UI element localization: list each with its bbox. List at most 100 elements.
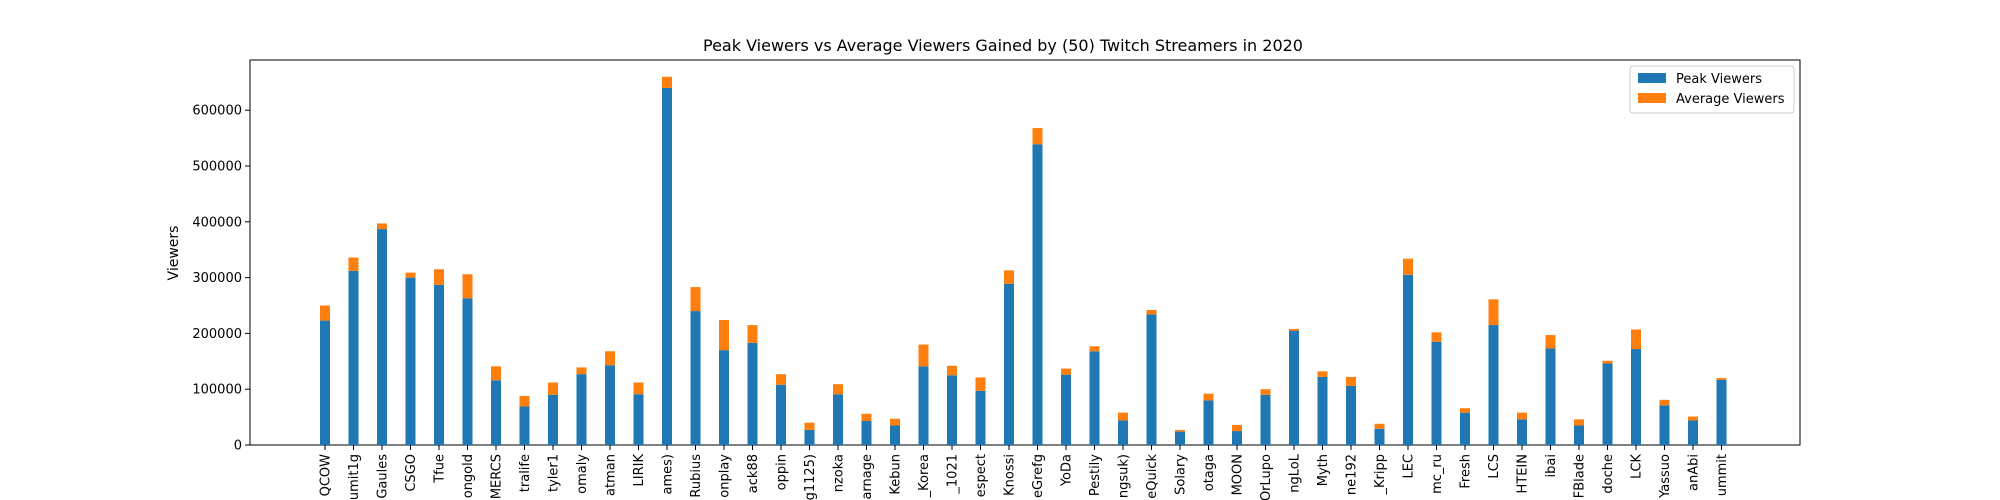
bar-peak-viewers: [1175, 431, 1185, 445]
bar-average-viewers: [1574, 419, 1584, 426]
x-tick-label: arnage: [860, 454, 875, 500]
legend: Peak Viewers Average Viewers: [1629, 65, 1795, 114]
bars-group: [320, 76, 1727, 446]
legend-label: Peak Viewers: [1676, 72, 1762, 87]
y-axis-ticks: 0 100000 200000 300000 400000 500000 600000: [192, 104, 250, 454]
bar-peak-viewers: [1004, 283, 1014, 445]
bar-average-viewers: [1517, 412, 1527, 420]
bar-average-viewers: [1289, 328, 1299, 331]
x-tick-label: umit1g: [347, 454, 362, 500]
bar-peak-viewers: [548, 394, 558, 445]
bar-average-viewers: [1602, 360, 1613, 364]
bar-peak-viewers: [1517, 419, 1527, 445]
x-tick-label: Fresh: [1459, 454, 1474, 489]
x-tick-label: LIRIK: [632, 454, 647, 487]
chart-title: Peak Viewers vs Average Viewers Gained b…: [703, 36, 1303, 55]
bar-peak-viewers: [1716, 379, 1727, 445]
bar-average-viewers: [1146, 309, 1157, 315]
bar-average-viewers: [662, 76, 672, 88]
bar-average-viewers: [519, 395, 530, 407]
bar-average-viewers: [348, 257, 359, 271]
bar-peak-viewers: [1659, 405, 1670, 445]
bar-average-viewers: [434, 269, 444, 285]
bar-peak-viewers: [1289, 330, 1299, 445]
bar-peak-viewers: [1545, 348, 1556, 445]
bar-peak-viewers: [1260, 394, 1271, 445]
bar-peak-viewers: [405, 277, 416, 445]
x-axis-ticks: QCOW umit1g Gaules CSGO Tfue ongold MERCS trali…: [319, 445, 1730, 500]
bar-average-viewers: [1488, 299, 1499, 326]
bar-peak-viewers: [833, 394, 843, 445]
x-tick-label: Tfue: [433, 454, 448, 484]
legend-swatch: [1638, 93, 1666, 103]
x-tick-label: Kebun: [889, 454, 904, 495]
legend-swatch: [1638, 73, 1666, 83]
bar-average-viewers: [776, 374, 786, 385]
x-tick-label: eGrefg: [1031, 454, 1046, 498]
x-tick-label: g1125): [803, 454, 818, 500]
bar-average-viewers: [1203, 393, 1214, 401]
bar-peak-viewers: [804, 429, 815, 445]
bar-average-viewers: [890, 418, 900, 426]
bar-average-viewers: [1431, 332, 1442, 342]
x-tick-label: ne192: [1345, 454, 1360, 495]
x-tick-label: LCS: [1487, 454, 1502, 479]
bar-peak-viewers: [1346, 385, 1356, 445]
bar-average-viewers: [1232, 424, 1242, 432]
x-tick-label: OrLupo: [1259, 454, 1274, 500]
bar-peak-viewers: [1460, 412, 1470, 445]
bar-average-viewers: [719, 320, 729, 351]
bar-peak-viewers: [1232, 431, 1242, 445]
bar-average-viewers: [1175, 429, 1185, 432]
y-tick-label: 300000: [192, 271, 242, 286]
y-tick-label: 500000: [192, 160, 242, 175]
x-tick-label: _1021: [946, 454, 961, 495]
x-tick-label: ames): [661, 454, 676, 494]
bar-peak-viewers: [605, 365, 615, 445]
x-tick-label: MERCS: [490, 454, 505, 499]
bar-peak-viewers: [1403, 274, 1413, 445]
x-tick-label: Rubius: [689, 454, 704, 498]
bar-peak-viewers: [1089, 351, 1100, 445]
bar-average-viewers: [1374, 423, 1385, 429]
x-tick-label: Solary: [1174, 454, 1189, 495]
bar-peak-viewers: [890, 425, 900, 445]
bar-average-viewers: [1659, 399, 1670, 406]
bar-average-viewers: [1346, 376, 1356, 386]
x-tick-label: Myth: [1316, 454, 1331, 486]
legend-label: Average Viewers: [1676, 92, 1785, 107]
bar-average-viewers: [633, 382, 644, 395]
x-tick-label: onplay: [718, 454, 733, 498]
x-tick-label: ack88: [746, 454, 761, 493]
x-tick-label: omaly: [575, 454, 590, 494]
bar-peak-viewers: [1146, 314, 1157, 445]
x-tick-label: nzoka: [832, 454, 847, 492]
bar-average-viewers: [690, 287, 701, 312]
bar-average-viewers: [1403, 258, 1413, 275]
x-tick-label: eQuick: [1145, 454, 1160, 499]
bar-peak-viewers: [434, 284, 444, 445]
bar-average-viewers: [605, 351, 615, 366]
x-tick-label: anAbi: [1687, 454, 1702, 491]
bar-peak-viewers: [320, 320, 330, 445]
bar-peak-viewers: [519, 406, 530, 445]
x-tick-label: _Kripp: [1373, 454, 1388, 496]
bar-average-viewers: [947, 365, 957, 376]
bar-peak-viewers: [491, 380, 501, 445]
x-tick-label: doche: [1601, 454, 1616, 494]
bar-peak-viewers: [1488, 325, 1499, 445]
bar-peak-viewers: [1602, 363, 1613, 445]
y-tick-label: 100000: [192, 383, 242, 398]
bar-average-viewers: [1089, 346, 1100, 352]
bar-average-viewers: [548, 382, 558, 395]
bar-peak-viewers: [1574, 425, 1584, 445]
bar-average-viewers: [1061, 368, 1071, 375]
bar-average-viewers: [861, 413, 872, 422]
bar-peak-viewers: [1688, 420, 1698, 445]
bar-peak-viewers: [861, 421, 872, 445]
bar-peak-viewers: [719, 350, 729, 445]
x-tick-label: YoDa: [1060, 454, 1075, 487]
legend-box: [1629, 65, 1795, 114]
x-tick-label: _Korea: [917, 454, 932, 498]
bar-average-viewers: [405, 272, 416, 278]
